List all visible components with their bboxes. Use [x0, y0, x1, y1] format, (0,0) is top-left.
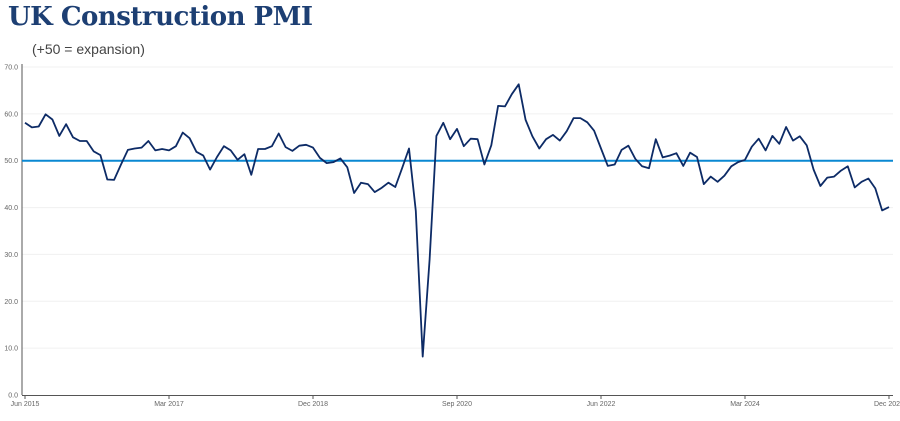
x-tick-label: Dec 2018 — [298, 401, 328, 408]
x-tick-label: Mar 2017 — [154, 401, 184, 408]
y-tick-label: 50.0 — [4, 158, 18, 165]
x-tick-label: Mar 2024 — [730, 401, 760, 408]
y-tick-label: 0.0 — [8, 393, 18, 400]
x-tick-label: Jun 2015 — [11, 401, 40, 408]
gridlines — [22, 66, 893, 349]
x-axis-ticks: Jun 2015 Mar 2017 Dec 2018 Sep 2020 Jun 2022… — [11, 395, 900, 408]
x-tick-label: Jun 2022 — [587, 401, 616, 408]
chart-title: UK Construction PMI — [8, 2, 313, 32]
y-tick-label: 70.0 — [4, 65, 18, 72]
y-tick-label: 20.0 — [4, 299, 18, 306]
pmi-series-line — [24, 83, 890, 358]
y-axis-ticks: 0.0 10.0 20.0 30.0 40.0 50.0 60.0 70.0 — [4, 65, 18, 400]
x-tick-label: Dec 2025 — [874, 401, 900, 408]
y-tick-label: 30.0 — [4, 252, 18, 259]
chart-subtitle: (+50 = expansion) — [32, 41, 145, 57]
data-points — [24, 84, 889, 357]
y-tick-label: 10.0 — [4, 346, 18, 353]
x-tick-label: Sep 2020 — [442, 401, 472, 408]
y-tick-label: 60.0 — [4, 111, 18, 118]
y-tick-label: 40.0 — [4, 205, 18, 212]
